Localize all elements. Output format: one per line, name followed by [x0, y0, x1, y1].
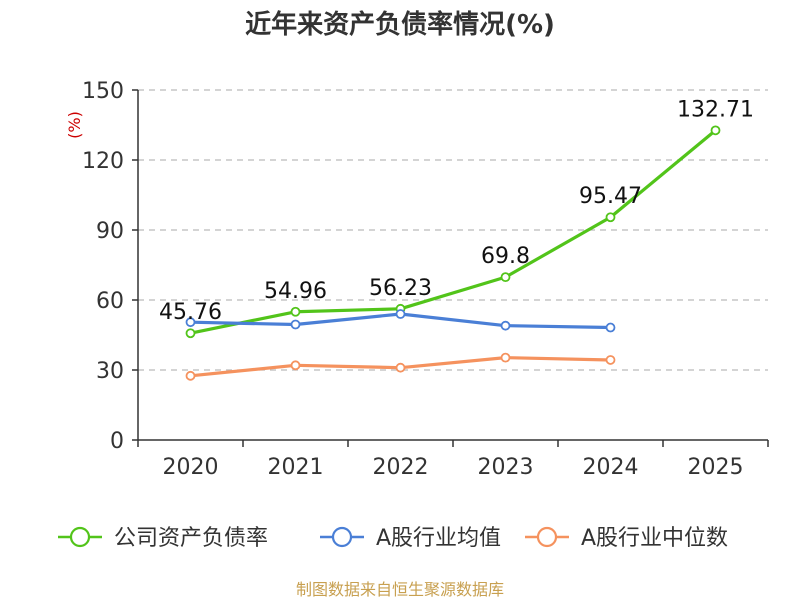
- data-point: [605, 212, 616, 223]
- source-note: 制图数据来自恒生聚源数据库: [296, 580, 504, 599]
- legend: 公司资产负债率 A股行业均值 A股行业中位数: [58, 526, 728, 551]
- data-label: 132.71: [677, 97, 754, 122]
- x-tick-label: 2021: [268, 455, 324, 480]
- x-tick-label: 2020: [163, 455, 219, 480]
- data-label: 69.8: [481, 244, 530, 269]
- data-point: [710, 125, 721, 136]
- y-tick-label: 0: [110, 429, 124, 454]
- data-label: 56.23: [369, 276, 432, 301]
- y-tick-label: 30: [96, 359, 124, 384]
- data-label: 54.96: [264, 279, 327, 304]
- legend-marker: [536, 526, 558, 548]
- legend-item[interactable]: 公司资产负债率: [58, 526, 268, 551]
- legend-label: 公司资产负债率: [114, 526, 268, 551]
- data-point: [290, 319, 301, 330]
- y-tick-label: 90: [96, 219, 124, 244]
- legend-item[interactable]: A股行业中位数: [525, 526, 728, 551]
- legend-marker: [69, 526, 91, 548]
- data-point: [605, 355, 616, 365]
- data-point: [185, 328, 196, 339]
- x-tick-label: 2023: [478, 455, 534, 480]
- legend-label: A股行业均值: [376, 526, 501, 551]
- y-tick-label: 150: [82, 79, 124, 104]
- series-layer: [185, 125, 721, 381]
- chart-title: 近年来资产负债率情况(%): [245, 9, 555, 40]
- data-point: [290, 306, 301, 317]
- legend-marker: [331, 526, 353, 548]
- y-tick-label: 60: [96, 289, 124, 314]
- x-tick-label: 2025: [688, 455, 744, 480]
- legend-item[interactable]: A股行业均值: [320, 526, 501, 551]
- y-axis-unit: (%): [65, 111, 84, 139]
- data-label-layer: 45.76 54.96 56.23 69.8 95.47 132.71: [159, 97, 754, 325]
- series-line: [190, 129, 717, 335]
- data-point: [290, 360, 301, 371]
- data-point: [395, 362, 406, 373]
- y-tick-label: 120: [82, 149, 124, 174]
- data-point: [185, 370, 196, 381]
- data-label: 45.76: [159, 300, 222, 325]
- grid-layer: [138, 89, 768, 371]
- data-point: [605, 322, 616, 333]
- data-label: 95.47: [579, 184, 642, 209]
- legend-label: A股行业中位数: [581, 526, 728, 551]
- data-point: [185, 317, 196, 328]
- data-point: [500, 272, 511, 283]
- data-point: [395, 309, 406, 319]
- axis-layer: 0 30 60 90 120 150 2020 2021 2022 2023 2024 2025: [82, 79, 769, 480]
- x-tick-label: 2022: [373, 455, 429, 480]
- data-point: [500, 352, 511, 363]
- x-tick-label: 2024: [583, 455, 639, 480]
- data-point: [500, 320, 511, 331]
